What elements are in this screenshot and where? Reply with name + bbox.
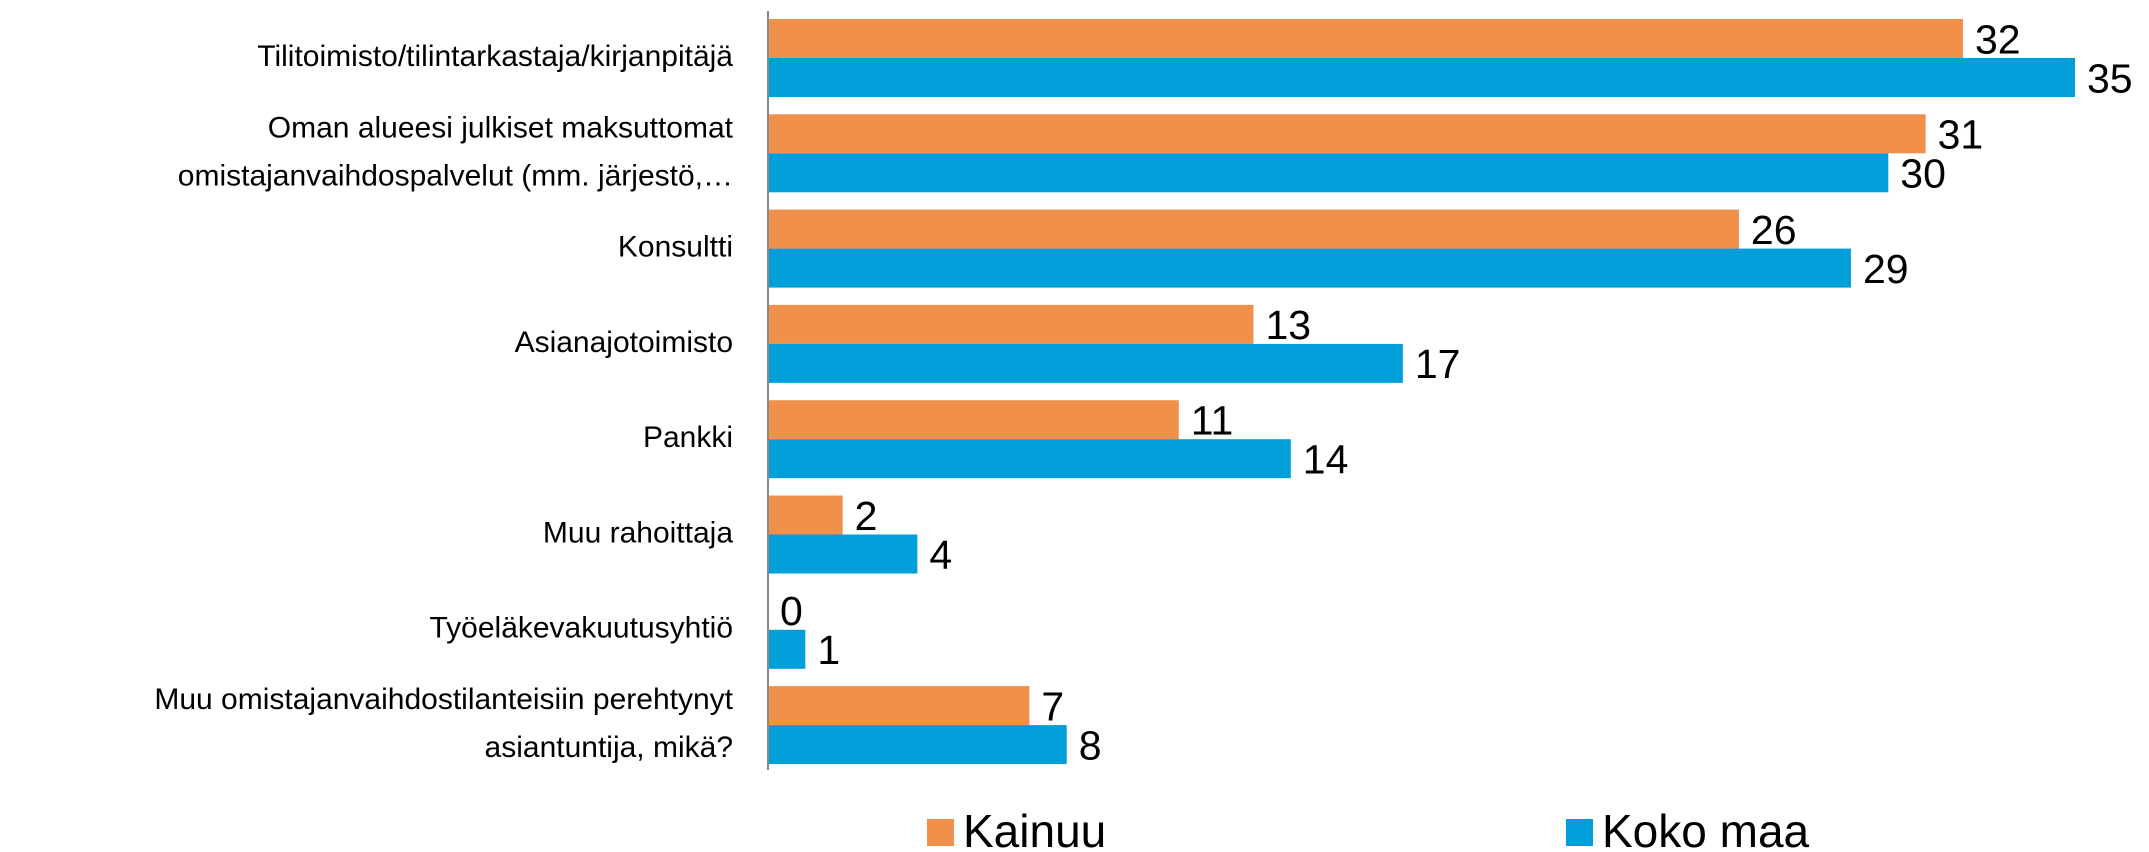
value-label: 17 <box>1415 341 1461 387</box>
category-label: Muu omistajanvaihdostilanteisiin perehty… <box>154 683 733 764</box>
bar <box>768 209 1739 249</box>
bar <box>768 629 806 669</box>
bar <box>768 153 1889 193</box>
bar <box>768 58 2075 97</box>
value-label: 35 <box>2087 55 2133 101</box>
category-label: Oman alueesi julkiset maksuttomat omistaj… <box>178 111 734 192</box>
bar <box>768 439 1291 479</box>
value-label: 30 <box>1900 151 1946 197</box>
bar <box>768 304 1254 344</box>
value-label: 2 <box>855 493 878 539</box>
bar <box>768 248 1851 288</box>
legend-swatch <box>1566 819 1593 846</box>
value-label: 13 <box>1265 302 1311 348</box>
legend-swatch <box>927 819 954 846</box>
value-label: 29 <box>1863 246 1909 292</box>
value-label: 32 <box>1975 16 2021 62</box>
value-label: 31 <box>1938 112 1984 158</box>
value-label: 1 <box>817 627 840 673</box>
value-label: 4 <box>929 532 952 578</box>
bar <box>768 114 1926 154</box>
bar <box>768 19 1963 58</box>
category-label: Pankki <box>643 421 733 454</box>
category-label: Työeläkevakuutusyhtiö <box>429 612 733 645</box>
category-label: Muu rahoittaja <box>543 516 733 549</box>
value-label: 8 <box>1079 722 1102 768</box>
category-label: Asianajotoimisto <box>515 326 733 359</box>
value-label: 0 <box>780 588 803 634</box>
bar <box>768 725 1067 765</box>
legend-label: Kainuu <box>963 805 1106 852</box>
value-label: 11 <box>1191 398 1234 444</box>
bar <box>768 686 1030 726</box>
category-label: Tilitoimisto/tilintarkastaja/kirjanpitäj… <box>257 40 733 73</box>
category-label: Konsultti <box>618 231 733 264</box>
bar <box>768 343 1403 383</box>
value-label: 14 <box>1303 437 1349 483</box>
value-label: 7 <box>1041 683 1064 729</box>
value-label: 26 <box>1751 207 1797 253</box>
bar <box>768 400 1179 440</box>
bar <box>768 495 843 535</box>
bar <box>768 534 918 574</box>
legend-label: Koko maa <box>1602 805 1810 852</box>
